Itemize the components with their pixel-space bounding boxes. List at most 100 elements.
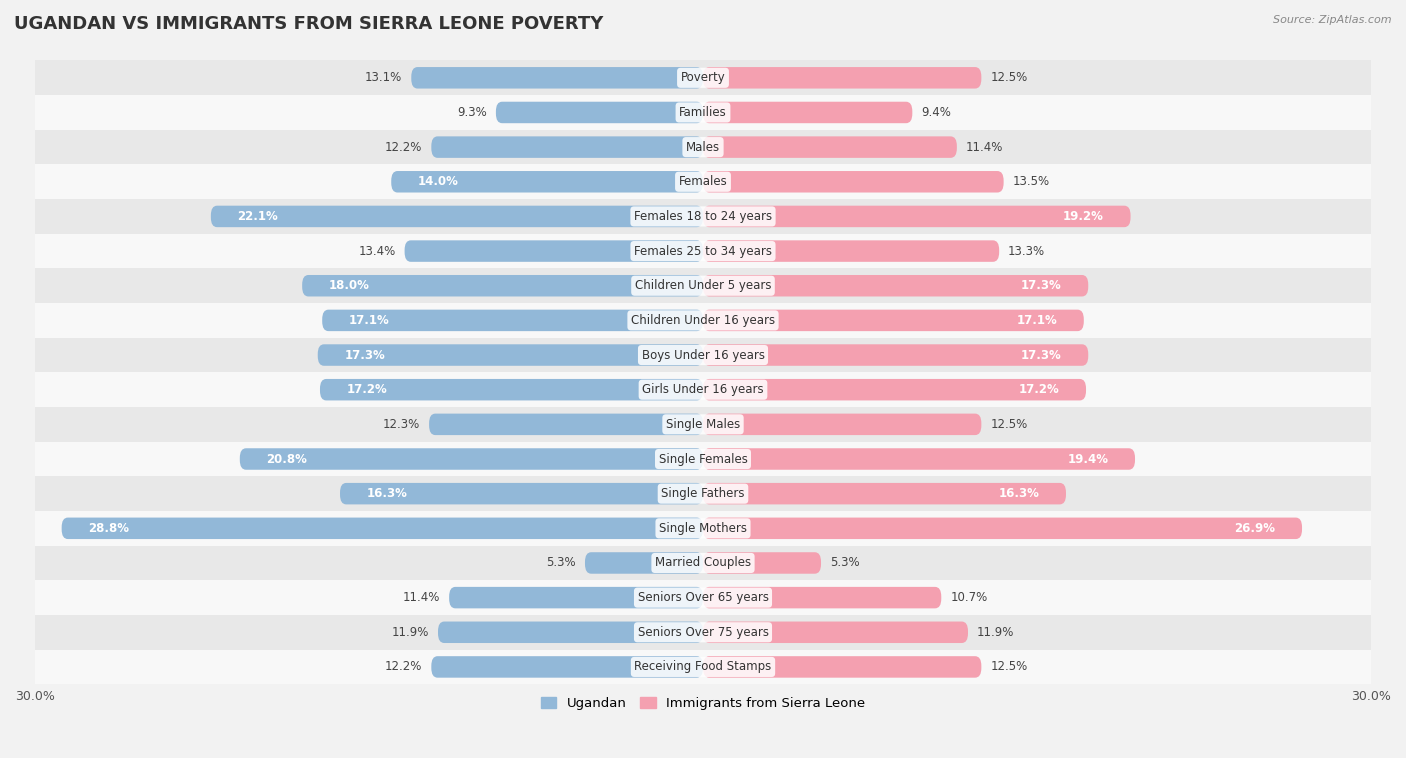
FancyBboxPatch shape — [703, 275, 1088, 296]
FancyBboxPatch shape — [340, 483, 703, 504]
FancyBboxPatch shape — [240, 448, 703, 470]
Text: Females 18 to 24 years: Females 18 to 24 years — [634, 210, 772, 223]
Bar — [35, 130, 1371, 164]
FancyBboxPatch shape — [321, 379, 703, 400]
Text: Receiving Food Stamps: Receiving Food Stamps — [634, 660, 772, 673]
Bar — [35, 511, 1371, 546]
Text: 13.5%: 13.5% — [1012, 175, 1050, 188]
Text: Seniors Over 65 years: Seniors Over 65 years — [637, 591, 769, 604]
Bar — [35, 61, 1371, 96]
Text: Source: ZipAtlas.com: Source: ZipAtlas.com — [1274, 15, 1392, 25]
Text: 17.1%: 17.1% — [1017, 314, 1057, 327]
Text: 10.7%: 10.7% — [950, 591, 987, 604]
FancyBboxPatch shape — [322, 310, 703, 331]
FancyBboxPatch shape — [703, 240, 1000, 262]
Text: 20.8%: 20.8% — [267, 453, 308, 465]
Text: 26.9%: 26.9% — [1234, 522, 1275, 535]
FancyBboxPatch shape — [439, 622, 703, 643]
Text: 17.3%: 17.3% — [1021, 279, 1062, 293]
FancyBboxPatch shape — [703, 67, 981, 89]
FancyBboxPatch shape — [703, 414, 981, 435]
Text: 13.1%: 13.1% — [366, 71, 402, 84]
Text: Seniors Over 75 years: Seniors Over 75 years — [637, 626, 769, 639]
Text: 11.9%: 11.9% — [392, 626, 429, 639]
Text: Girls Under 16 years: Girls Under 16 years — [643, 384, 763, 396]
Bar — [35, 581, 1371, 615]
FancyBboxPatch shape — [412, 67, 703, 89]
Text: 9.3%: 9.3% — [457, 106, 486, 119]
FancyBboxPatch shape — [703, 587, 941, 609]
FancyBboxPatch shape — [703, 171, 1004, 193]
Text: 19.2%: 19.2% — [1063, 210, 1104, 223]
Text: 12.2%: 12.2% — [385, 141, 422, 154]
Text: 17.3%: 17.3% — [344, 349, 385, 362]
FancyBboxPatch shape — [302, 275, 703, 296]
Text: UGANDAN VS IMMIGRANTS FROM SIERRA LEONE POVERTY: UGANDAN VS IMMIGRANTS FROM SIERRA LEONE … — [14, 15, 603, 33]
Text: Females 25 to 34 years: Females 25 to 34 years — [634, 245, 772, 258]
FancyBboxPatch shape — [211, 205, 703, 227]
Bar — [35, 615, 1371, 650]
Bar — [35, 303, 1371, 338]
FancyBboxPatch shape — [429, 414, 703, 435]
FancyBboxPatch shape — [703, 518, 1302, 539]
Text: 12.5%: 12.5% — [990, 418, 1028, 431]
Bar — [35, 442, 1371, 476]
FancyBboxPatch shape — [703, 310, 1084, 331]
Text: 17.2%: 17.2% — [347, 384, 388, 396]
Text: 12.5%: 12.5% — [990, 71, 1028, 84]
FancyBboxPatch shape — [703, 448, 1135, 470]
FancyBboxPatch shape — [703, 483, 1066, 504]
FancyBboxPatch shape — [318, 344, 703, 366]
Text: 14.0%: 14.0% — [418, 175, 458, 188]
Text: Females: Females — [679, 175, 727, 188]
Bar — [35, 338, 1371, 372]
Bar — [35, 476, 1371, 511]
Text: 28.8%: 28.8% — [89, 522, 129, 535]
Text: 5.3%: 5.3% — [830, 556, 859, 569]
FancyBboxPatch shape — [703, 136, 957, 158]
Bar — [35, 546, 1371, 581]
FancyBboxPatch shape — [703, 205, 1130, 227]
FancyBboxPatch shape — [62, 518, 703, 539]
FancyBboxPatch shape — [432, 656, 703, 678]
Bar — [35, 268, 1371, 303]
FancyBboxPatch shape — [432, 136, 703, 158]
Text: 12.5%: 12.5% — [990, 660, 1028, 673]
Text: Single Females: Single Females — [658, 453, 748, 465]
Text: Children Under 16 years: Children Under 16 years — [631, 314, 775, 327]
Text: 17.2%: 17.2% — [1018, 384, 1059, 396]
Text: Single Fathers: Single Fathers — [661, 487, 745, 500]
Text: 17.1%: 17.1% — [349, 314, 389, 327]
Text: 17.3%: 17.3% — [1021, 349, 1062, 362]
Text: 12.3%: 12.3% — [382, 418, 420, 431]
Bar — [35, 650, 1371, 684]
FancyBboxPatch shape — [703, 622, 967, 643]
Bar — [35, 164, 1371, 199]
Text: Poverty: Poverty — [681, 71, 725, 84]
Text: 9.4%: 9.4% — [921, 106, 950, 119]
Text: 11.4%: 11.4% — [966, 141, 1002, 154]
FancyBboxPatch shape — [703, 102, 912, 124]
Text: Males: Males — [686, 141, 720, 154]
Bar — [35, 407, 1371, 442]
FancyBboxPatch shape — [703, 379, 1085, 400]
FancyBboxPatch shape — [405, 240, 703, 262]
Text: Boys Under 16 years: Boys Under 16 years — [641, 349, 765, 362]
Text: 11.4%: 11.4% — [404, 591, 440, 604]
Text: 13.3%: 13.3% — [1008, 245, 1045, 258]
FancyBboxPatch shape — [703, 553, 821, 574]
Text: Families: Families — [679, 106, 727, 119]
FancyBboxPatch shape — [703, 656, 981, 678]
Text: 18.0%: 18.0% — [329, 279, 370, 293]
Text: Married Couples: Married Couples — [655, 556, 751, 569]
Text: Children Under 5 years: Children Under 5 years — [634, 279, 772, 293]
Text: 16.3%: 16.3% — [998, 487, 1039, 500]
Text: 5.3%: 5.3% — [547, 556, 576, 569]
Text: Single Males: Single Males — [666, 418, 740, 431]
Bar — [35, 372, 1371, 407]
Text: 13.4%: 13.4% — [359, 245, 395, 258]
Text: 22.1%: 22.1% — [238, 210, 278, 223]
Bar — [35, 199, 1371, 233]
Bar — [35, 96, 1371, 130]
FancyBboxPatch shape — [703, 344, 1088, 366]
